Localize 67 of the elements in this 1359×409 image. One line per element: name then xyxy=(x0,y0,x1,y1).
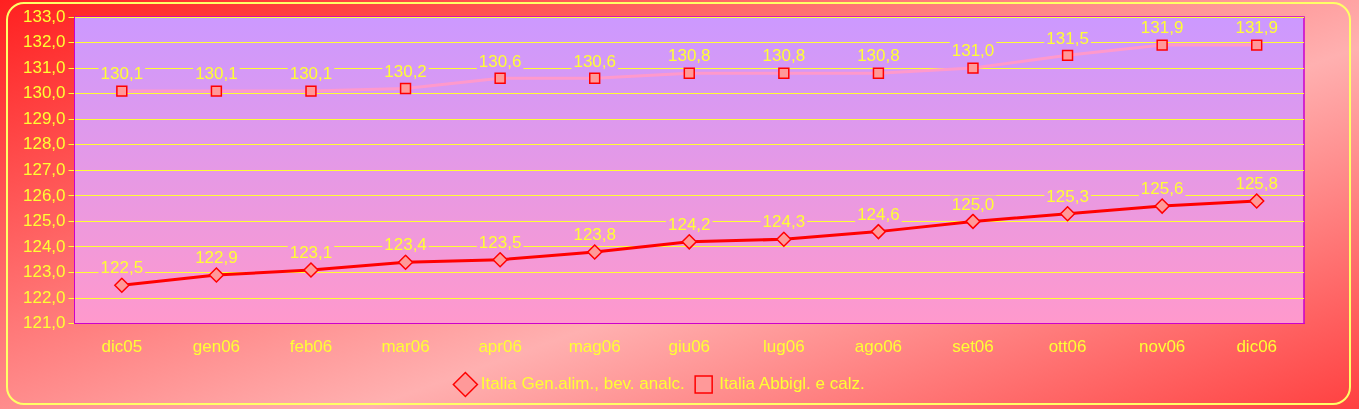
data-label: 124,6 xyxy=(857,204,900,224)
point xyxy=(1154,198,1170,214)
data-label: 131,9 xyxy=(1235,18,1278,38)
point xyxy=(681,234,698,250)
point xyxy=(1248,193,1265,209)
x-tick-label: giu06 xyxy=(668,337,711,357)
data-label: 130,8 xyxy=(668,46,711,66)
data-label: 130,1 xyxy=(100,64,144,84)
data-label: 123,5 xyxy=(478,232,522,252)
legend-label: Italia Abbigl. e calz. xyxy=(719,374,865,394)
legend-label: Italia Gen.alim., bev. analc. xyxy=(480,374,685,394)
point xyxy=(303,262,319,278)
data-label: 123,4 xyxy=(384,235,427,255)
y-tick-label: 124,0 xyxy=(22,236,66,256)
data-label: 131,0 xyxy=(951,41,995,61)
point xyxy=(870,223,887,240)
data-label: 130,6 xyxy=(573,51,616,71)
data-label: 131,5 xyxy=(1046,28,1089,48)
point xyxy=(397,254,414,271)
data-label: 123,8 xyxy=(573,225,616,245)
point xyxy=(492,251,508,268)
x-tick-label: feb06 xyxy=(289,337,333,357)
data-label: 130,6 xyxy=(478,51,522,71)
data-label: 131,9 xyxy=(1140,18,1184,38)
data-label: 122,5 xyxy=(100,258,144,278)
data-label: 130,1 xyxy=(289,64,333,84)
y-tick-label: 130,0 xyxy=(22,83,66,103)
y-tick-label: 122,0 xyxy=(22,287,66,307)
data-label: 125,3 xyxy=(1046,186,1089,206)
x-tick-label: ott06 xyxy=(1048,337,1087,357)
x-tick-label: dic05 xyxy=(101,337,143,357)
x-tick-label: mar06 xyxy=(381,337,430,357)
data-label: 123,1 xyxy=(289,243,333,263)
x-tick-label: nov06 xyxy=(1138,337,1186,357)
y-tick-label: 127,0 xyxy=(22,159,66,179)
data-label: 124,2 xyxy=(668,215,711,235)
y-tick-label: 128,0 xyxy=(22,134,66,154)
x-tick-label: gen06 xyxy=(192,337,241,357)
point xyxy=(208,267,225,283)
x-tick-label: ago06 xyxy=(854,337,903,357)
x-tick-label: set06 xyxy=(952,337,994,357)
y-tick-label: 129,0 xyxy=(22,108,66,128)
data-label: 130,8 xyxy=(857,46,900,66)
y-tick-label: 133,0 xyxy=(22,6,66,26)
data-label: 130,8 xyxy=(762,46,806,66)
y-tick-label: 131,0 xyxy=(22,57,66,77)
data-label: 122,9 xyxy=(195,248,238,268)
y-tick-label: 126,0 xyxy=(22,185,66,205)
x-tick-label: mag06 xyxy=(568,337,621,357)
point xyxy=(114,277,130,294)
point xyxy=(776,231,792,248)
y-tick-label: 132,0 xyxy=(22,32,66,52)
point xyxy=(965,213,981,230)
x-tick-label: apr06 xyxy=(478,337,522,357)
y-tick-label: 121,0 xyxy=(22,313,66,333)
data-label: 125,8 xyxy=(1235,174,1278,194)
point xyxy=(1059,205,1076,222)
data-label: 130,2 xyxy=(384,61,427,81)
y-tick-label: 125,0 xyxy=(22,211,66,231)
x-tick-label: dic06 xyxy=(1236,337,1278,357)
data-label: 124,3 xyxy=(762,212,806,232)
data-label: 125,0 xyxy=(951,194,995,214)
data-label: 130,1 xyxy=(195,64,238,84)
x-tick-label: lug06 xyxy=(763,337,805,357)
data-label: 125,6 xyxy=(1140,179,1184,199)
point xyxy=(586,244,603,260)
y-tick-label: 123,0 xyxy=(22,262,66,282)
